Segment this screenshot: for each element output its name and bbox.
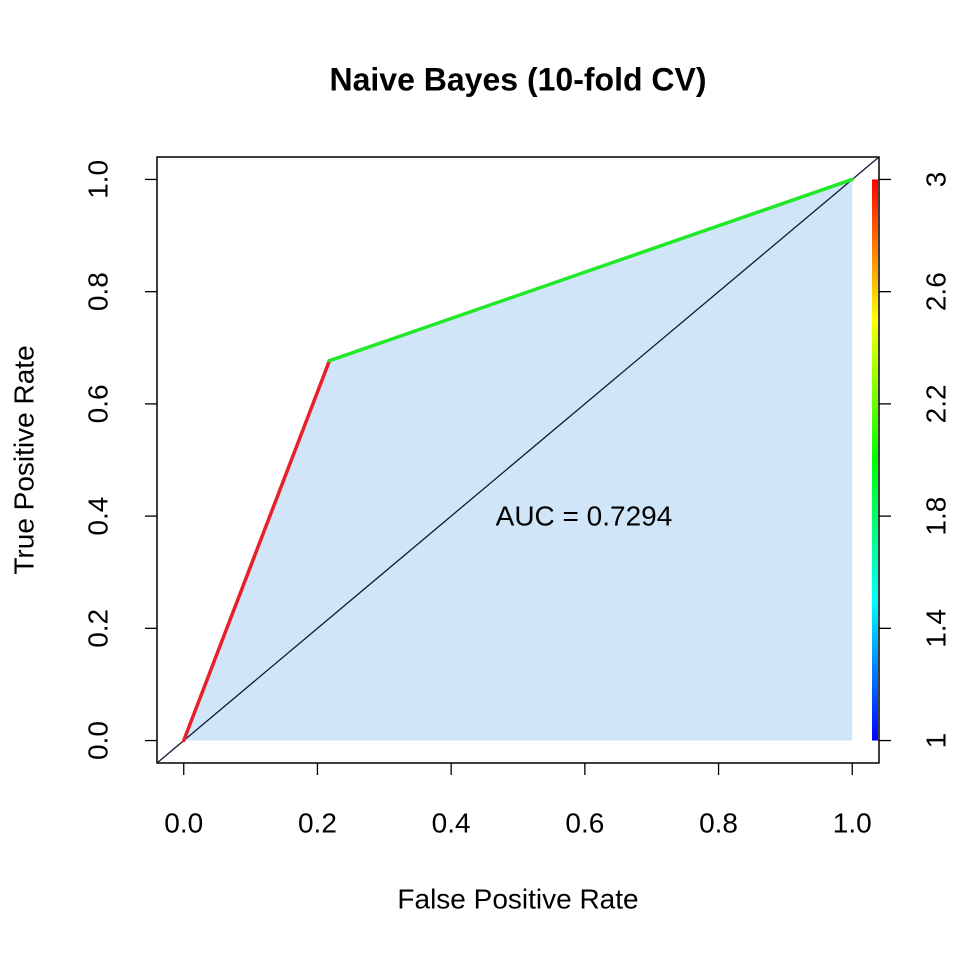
chart-title: Naive Bayes (10-fold CV): [329, 61, 706, 97]
x-tick-label: 0.2: [298, 807, 337, 838]
y-tick-label: 0.6: [82, 384, 113, 423]
colorbar-tick-label: 1.4: [920, 609, 951, 648]
y-axis-label: True Positive Rate: [8, 345, 39, 574]
colorbar-tick-label: 2.2: [920, 384, 951, 423]
colorbar-tick-label: 1.8: [920, 497, 951, 536]
y-tick-label: 0.4: [82, 497, 113, 536]
colorbar-tick-label: 3: [920, 172, 951, 188]
y-tick-label: 0.0: [82, 721, 113, 760]
x-tick-label: 0.6: [565, 807, 604, 838]
x-tick-label: 0.8: [699, 807, 738, 838]
colorbar-tick-label: 2.6: [920, 272, 951, 311]
x-tick-label: 1.0: [833, 807, 872, 838]
plot-box: [156, 156, 880, 764]
colorbar: [872, 179, 878, 741]
x-tick-label: 0.4: [432, 807, 471, 838]
x-axis-label: False Positive Rate: [397, 883, 638, 914]
y-tick-label: 1.0: [82, 160, 113, 199]
diagonal-line: [156, 156, 880, 764]
roc-segment: [327, 177, 855, 363]
roc-segment: [181, 358, 332, 743]
colorbar-tick-label: 1: [920, 733, 951, 749]
y-tick-label: 0.8: [82, 272, 113, 311]
y-tick-label: 0.2: [82, 609, 113, 648]
auc-annotation: AUC = 0.7294: [496, 500, 673, 531]
x-tick-label: 0.0: [164, 807, 203, 838]
